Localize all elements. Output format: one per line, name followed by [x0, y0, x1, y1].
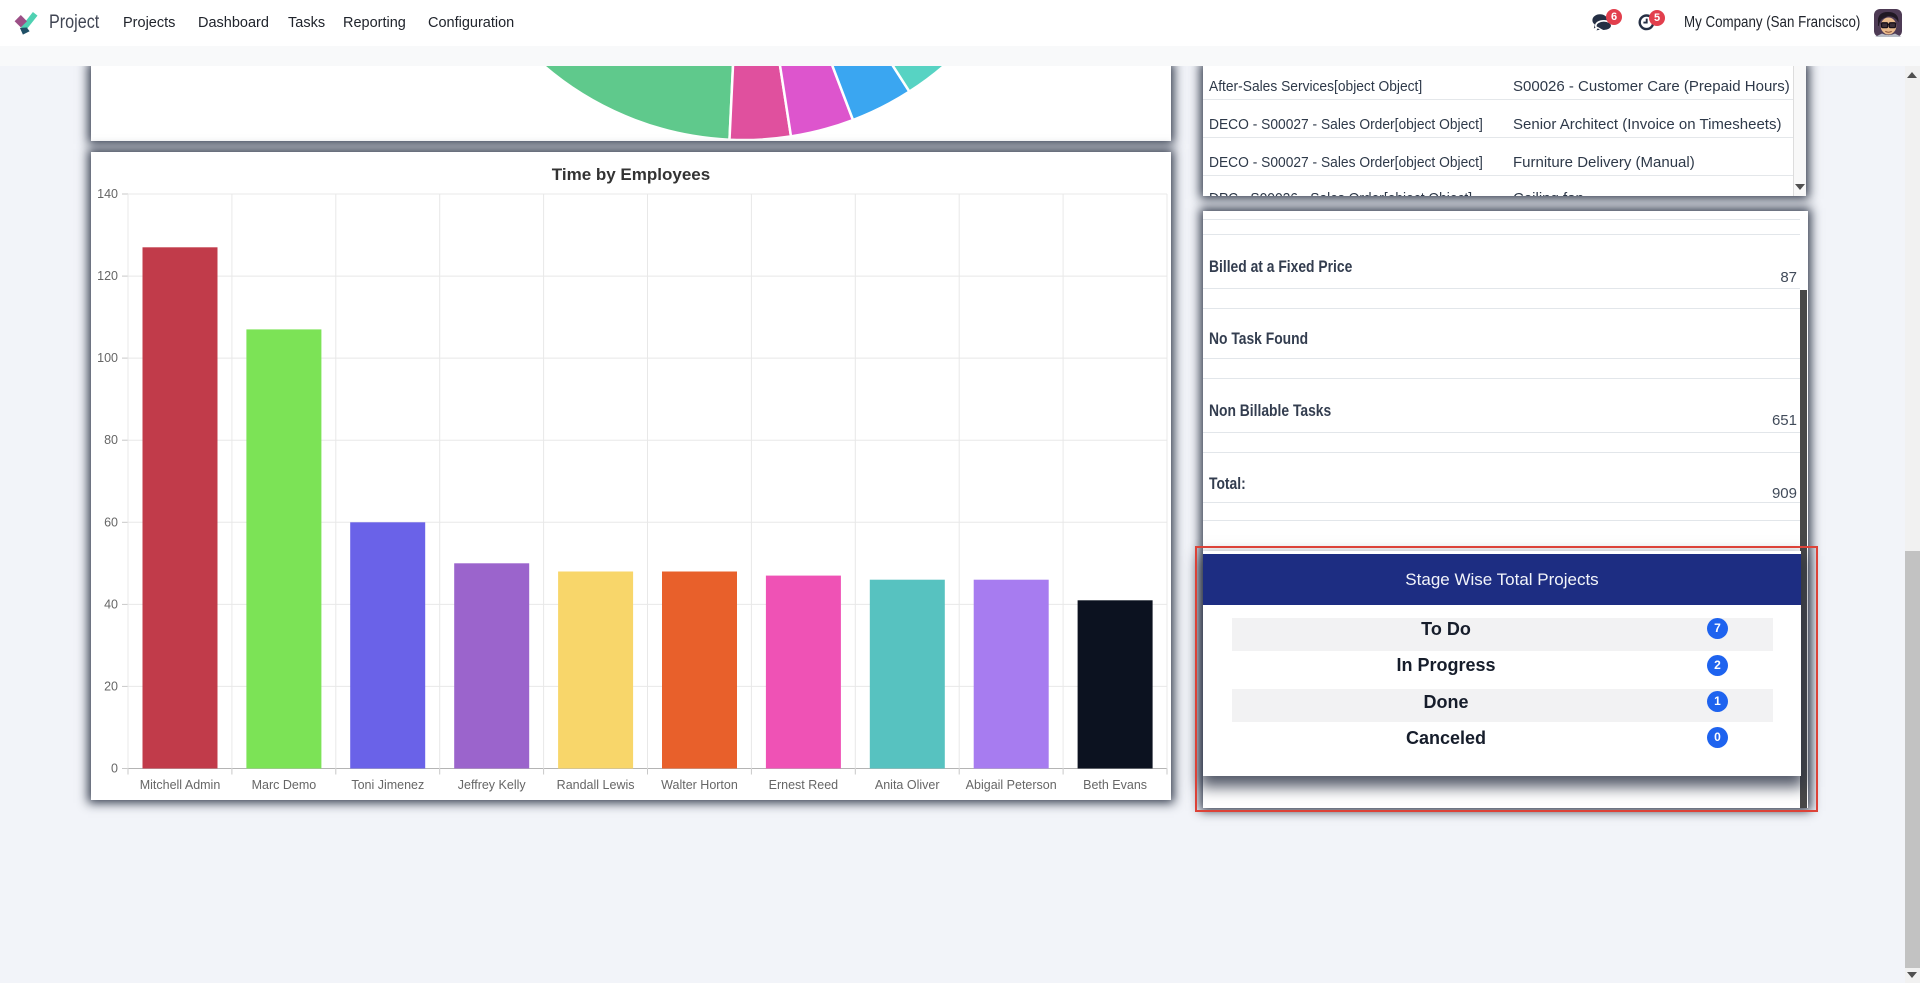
svg-text:Abigail Peterson: Abigail Peterson	[966, 778, 1057, 792]
svg-text:100: 100	[97, 351, 118, 365]
svg-text:Time by Employees: Time by Employees	[552, 165, 710, 184]
svg-text:Anita Oliver: Anita Oliver	[875, 778, 940, 792]
svg-text:20: 20	[104, 679, 118, 693]
svg-text:Toni Jimenez: Toni Jimenez	[351, 778, 424, 792]
svg-text:Mitchell Admin: Mitchell Admin	[140, 778, 221, 792]
svg-text:Jeffrey Kelly: Jeffrey Kelly	[458, 778, 527, 792]
svg-text:60: 60	[104, 515, 118, 529]
svg-text:40: 40	[104, 597, 118, 611]
svg-text:Walter Horton: Walter Horton	[661, 778, 738, 792]
svg-text:Ernest Reed: Ernest Reed	[769, 778, 839, 792]
svg-text:Randall Lewis: Randall Lewis	[557, 778, 635, 792]
svg-text:120: 120	[97, 269, 118, 283]
svg-text:Beth Evans: Beth Evans	[1083, 778, 1147, 792]
svg-text:140: 140	[97, 187, 118, 201]
svg-text:0: 0	[111, 762, 118, 776]
svg-text:Marc Demo: Marc Demo	[252, 778, 317, 792]
svg-text:80: 80	[104, 433, 118, 447]
